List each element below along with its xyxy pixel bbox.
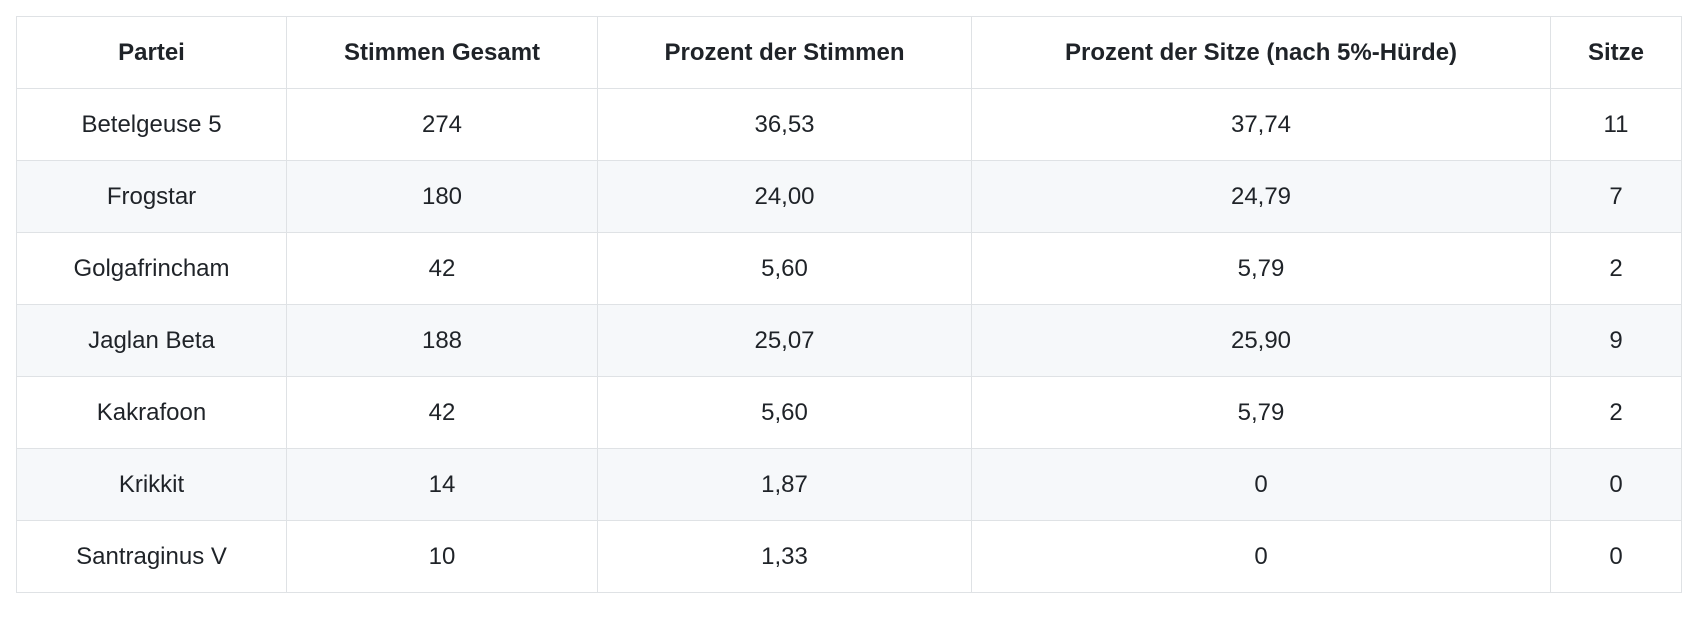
cell-sitze: 7 [1550, 160, 1682, 233]
table-row: Betelgeuse 5 274 36,53 37,74 11 [16, 88, 1682, 161]
table-row: Santraginus V 10 1,33 0 0 [16, 520, 1682, 593]
cell-partei: Frogstar [16, 160, 287, 233]
cell-prozent-der-sitze: 25,90 [971, 304, 1551, 377]
cell-sitze: 0 [1550, 448, 1682, 521]
cell-stimmen-gesamt: 180 [286, 160, 598, 233]
cell-stimmen-gesamt: 42 [286, 232, 598, 305]
cell-prozent-der-sitze: 0 [971, 520, 1551, 593]
cell-prozent-der-sitze: 0 [971, 448, 1551, 521]
column-header-prozent-der-stimmen: Prozent der Stimmen [597, 16, 972, 89]
cell-partei: Jaglan Beta [16, 304, 287, 377]
column-header-stimmen-gesamt: Stimmen Gesamt [286, 16, 598, 89]
cell-sitze: 9 [1550, 304, 1682, 377]
table-row: Frogstar 180 24,00 24,79 7 [16, 160, 1682, 233]
cell-stimmen-gesamt: 42 [286, 376, 598, 449]
cell-partei: Golgafrincham [16, 232, 287, 305]
cell-prozent-der-stimmen: 1,33 [597, 520, 972, 593]
cell-partei: Betelgeuse 5 [16, 88, 287, 161]
cell-partei: Kakrafoon [16, 376, 287, 449]
cell-prozent-der-sitze: 24,79 [971, 160, 1551, 233]
cell-stimmen-gesamt: 274 [286, 88, 598, 161]
table-row: Krikkit 14 1,87 0 0 [16, 448, 1682, 521]
cell-sitze: 2 [1550, 376, 1682, 449]
table-body: Betelgeuse 5 274 36,53 37,74 11 Frogstar 180 24… [16, 88, 1682, 593]
cell-prozent-der-stimmen: 5,60 [597, 232, 972, 305]
cell-partei: Krikkit [16, 448, 287, 521]
column-header-partei: Partei [16, 16, 287, 89]
cell-prozent-der-stimmen: 1,87 [597, 448, 972, 521]
column-header-sitze: Sitze [1550, 16, 1682, 89]
table-row: Kakrafoon 42 5,60 5,79 2 [16, 376, 1682, 449]
table-row: Golgafrincham 42 5,60 5,79 2 [16, 232, 1682, 305]
cell-prozent-der-sitze: 5,79 [971, 376, 1551, 449]
cell-prozent-der-stimmen: 5,60 [597, 376, 972, 449]
cell-sitze: 0 [1550, 520, 1682, 593]
cell-stimmen-gesamt: 14 [286, 448, 598, 521]
cell-sitze: 11 [1550, 88, 1682, 161]
cell-partei: Santraginus V [16, 520, 287, 593]
cell-prozent-der-stimmen: 25,07 [597, 304, 972, 377]
cell-stimmen-gesamt: 188 [286, 304, 598, 377]
election-results-table: Partei Stimmen Gesamt Prozent der Stimmen P… [16, 16, 1682, 593]
cell-prozent-der-stimmen: 24,00 [597, 160, 972, 233]
cell-stimmen-gesamt: 10 [286, 520, 598, 593]
table-row: Jaglan Beta 188 25,07 25,90 9 [16, 304, 1682, 377]
column-header-prozent-der-sitze: Prozent der Sitze (nach 5%-Hürde) [971, 16, 1551, 89]
cell-sitze: 2 [1550, 232, 1682, 305]
cell-prozent-der-sitze: 5,79 [971, 232, 1551, 305]
cell-prozent-der-sitze: 37,74 [971, 88, 1551, 161]
cell-prozent-der-stimmen: 36,53 [597, 88, 972, 161]
table-header-row: Partei Stimmen Gesamt Prozent der Stimmen P… [16, 16, 1682, 89]
